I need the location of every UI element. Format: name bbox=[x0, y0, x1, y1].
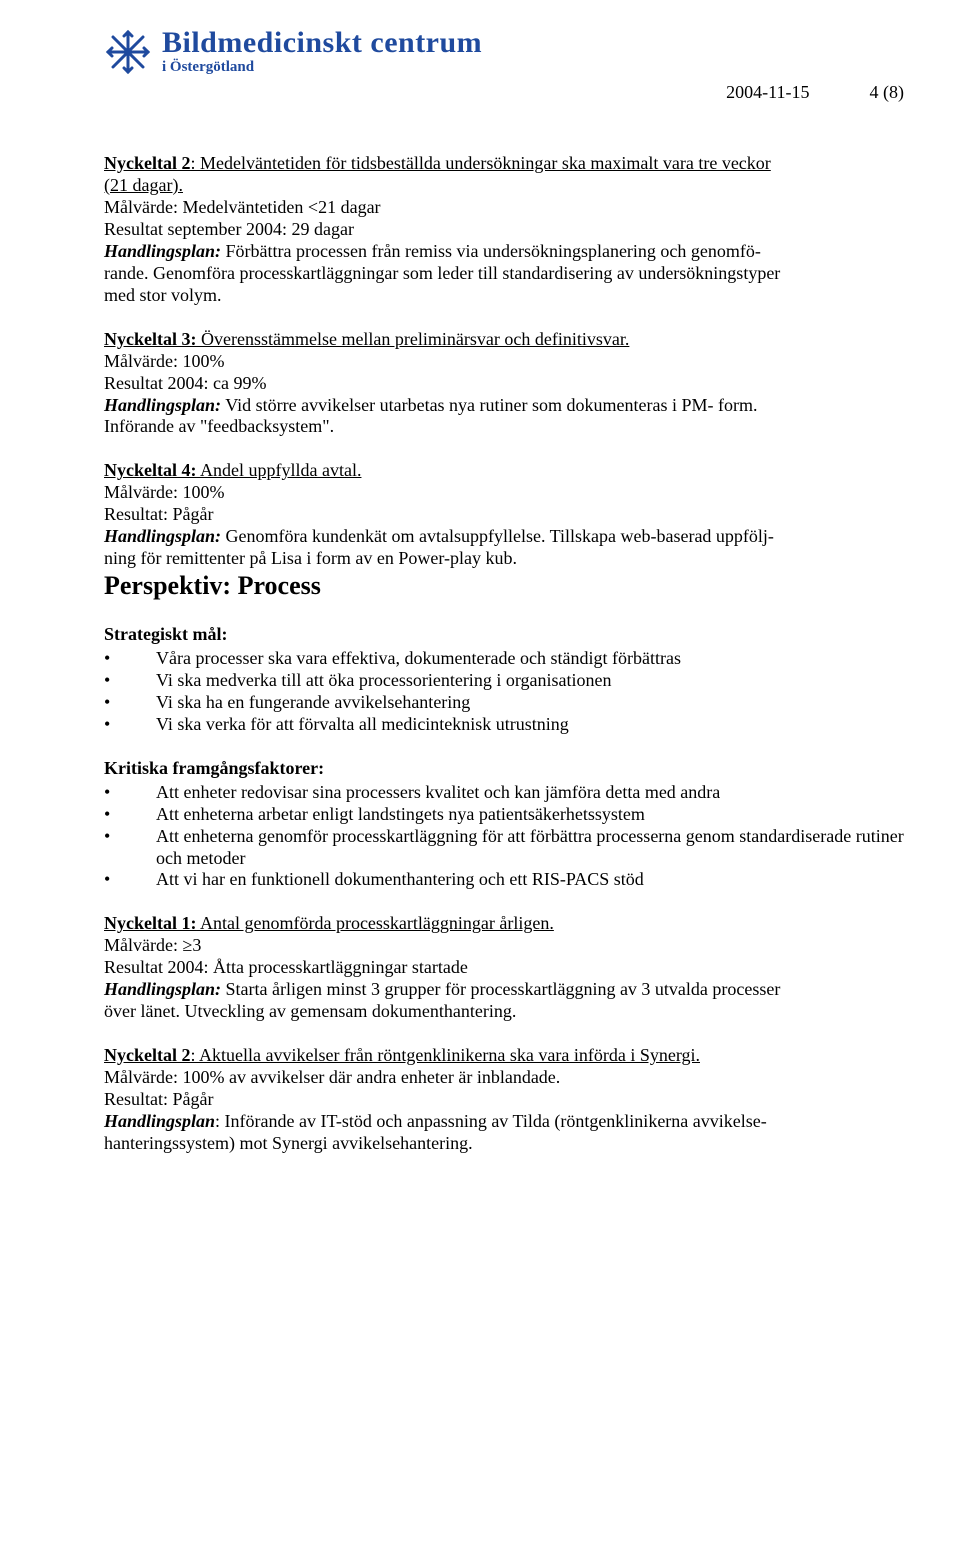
nyckeltal-2-resultat: Resultat september 2004: 29 dagar bbox=[104, 219, 904, 241]
nyckeltal-2-title-line2: (21 dagar). bbox=[104, 175, 904, 197]
nyckeltal-4-plan-line1: Handlingsplan: Genomföra kundenkät om av… bbox=[104, 526, 904, 548]
process-n1-plan-label: Handlingsplan: bbox=[104, 979, 221, 999]
process-n1-plan-rest1: Starta årligen minst 3 grupper för proce… bbox=[221, 979, 780, 999]
nyckeltal-3-title-rest: Överensstämmelse mellan preliminärsvar o… bbox=[196, 329, 629, 349]
doc-meta: 2004-11-15 4 (8) bbox=[726, 28, 904, 103]
list-item: Att enheter redovisar sina processers kv… bbox=[104, 782, 904, 804]
nyckeltal-3-resultat: Resultat 2004: ca 99% bbox=[104, 373, 904, 395]
process-n1-label: Nyckeltal 1: bbox=[104, 913, 196, 933]
nyckeltal-4-label: Nyckeltal 4: bbox=[104, 460, 196, 480]
process-n1-title: Nyckeltal 1: Antal genomförda processkar… bbox=[104, 913, 904, 935]
nyckeltal-2-malvarde: Målvärde: Medelväntetiden <21 dagar bbox=[104, 197, 904, 219]
nyckeltal-2-plan-line2: rande. Genomföra processkartläggningar s… bbox=[104, 263, 904, 285]
nyckeltal-3-plan-label: Handlingsplan: bbox=[104, 395, 221, 415]
nyckeltal-4-plan-rest1: Genomföra kundenkät om avtalsuppfyllelse… bbox=[221, 526, 774, 546]
nyckeltal-2-plan-rest1: Förbättra processen från remiss via unde… bbox=[221, 241, 761, 261]
nyckeltal-3-plan-line1: Handlingsplan: Vid större avvikelser uta… bbox=[104, 395, 904, 417]
nyckeltal-4-title-rest: Andel uppfyllda avtal. bbox=[196, 460, 361, 480]
process-n2-label: Nyckeltal 2 bbox=[104, 1045, 190, 1065]
process-n1-title-rest: Antal genomförda processkartläggningar å… bbox=[196, 913, 553, 933]
logo-block: Bildmedicinskt centrum i Östergötland bbox=[104, 28, 482, 81]
list-item: Att enheterna arbetar enligt landstinget… bbox=[104, 804, 904, 826]
process-n1-plan-line1: Handlingsplan: Starta årligen minst 3 gr… bbox=[104, 979, 904, 1001]
process-n1-resultat: Resultat 2004: Åtta processkartläggninga… bbox=[104, 957, 904, 979]
nyckeltal-2-title: Nyckeltal 2: Medelväntetiden för tidsbes… bbox=[104, 153, 904, 175]
strategiskt-label: Strategiskt mål: bbox=[104, 624, 904, 646]
nyckeltal-3-title: Nyckeltal 3: Överensstämmelse mellan pre… bbox=[104, 329, 904, 351]
nyckeltal-4-malvarde: Målvärde: 100% bbox=[104, 482, 904, 504]
document-page: Bildmedicinskt centrum i Östergötland 20… bbox=[0, 0, 960, 1545]
nyckeltal-2-plan-line1: Handlingsplan: Förbättra processen från … bbox=[104, 241, 904, 263]
list-item: Att vi har en funktionell dokumenthanter… bbox=[104, 869, 904, 891]
nyckeltal-4-plan-label: Handlingsplan: bbox=[104, 526, 221, 546]
process-n1-malvarde: Målvärde: ≥3 bbox=[104, 935, 904, 957]
perspektiv-heading: Perspektiv: Process bbox=[104, 570, 904, 602]
list-item: Vi ska ha en fungerande avvikelsehanteri… bbox=[104, 692, 904, 714]
process-n2-title: Nyckeltal 2: Aktuella avvikelser från rö… bbox=[104, 1045, 904, 1067]
logo-text: Bildmedicinskt centrum i Östergötland bbox=[162, 28, 482, 75]
nyckeltal-4-title: Nyckeltal 4: Andel uppfyllda avtal. bbox=[104, 460, 904, 482]
list-item: Vi ska verka för att förvalta all medici… bbox=[104, 714, 904, 736]
nyckeltal-2-plan-label: Handlingsplan: bbox=[104, 241, 221, 261]
process-n2-malvarde: Målvärde: 100% av avvikelser där andra e… bbox=[104, 1067, 904, 1089]
nyckeltal-3-malvarde: Målvärde: 100% bbox=[104, 351, 904, 373]
logo-subtitle: i Östergötland bbox=[162, 60, 482, 75]
nyckeltal-4-plan-line2: ning för remittenter på Lisa i form av e… bbox=[104, 548, 904, 570]
process-n2-title-rest: : Aktuella avvikelser från röntgenklinik… bbox=[190, 1045, 700, 1065]
nyckeltal-2-title-line2-text: (21 dagar). bbox=[104, 175, 183, 195]
process-n2-plan-line2: hanteringssystem) mot Synergi avvikelseh… bbox=[104, 1133, 904, 1155]
doc-date: 2004-11-15 bbox=[726, 82, 809, 103]
kritiska-list: Att enheter redovisar sina processers kv… bbox=[104, 782, 904, 892]
nyckeltal-3-plan-rest1: Vid större avvikelser utarbetas nya ruti… bbox=[221, 395, 757, 415]
document-body: Nyckeltal 2: Medelväntetiden för tidsbes… bbox=[104, 153, 904, 1155]
nyckeltal-2-plan-line3: med stor volym. bbox=[104, 285, 904, 307]
nyckeltal-2-label: Nyckeltal 2 bbox=[104, 153, 190, 173]
process-n2-plan-line1: Handlingsplan: Införande av IT-stöd och … bbox=[104, 1111, 904, 1133]
page-header: Bildmedicinskt centrum i Östergötland 20… bbox=[104, 28, 904, 103]
list-item: Att enheterna genomför processkartläggni… bbox=[104, 826, 904, 870]
snowflake-icon bbox=[104, 28, 152, 81]
process-n2-plan-label: Handlingsplan bbox=[104, 1111, 215, 1131]
kritiska-label: Kritiska framgångsfaktorer: bbox=[104, 758, 904, 780]
nyckeltal-3-plan-line2: Införande av "feedbacksystem". bbox=[104, 416, 904, 438]
process-n2-plan-rest1: : Införande av IT-stöd och anpassning av… bbox=[215, 1111, 767, 1131]
nyckeltal-2-title-rest: : Medelväntetiden för tidsbeställda unde… bbox=[190, 153, 770, 173]
nyckeltal-3-label: Nyckeltal 3: bbox=[104, 329, 196, 349]
nyckeltal-4-resultat: Resultat: Pågår bbox=[104, 504, 904, 526]
page-number: 4 (8) bbox=[870, 82, 905, 103]
process-n2-resultat: Resultat: Pågår bbox=[104, 1089, 904, 1111]
list-item: Våra processer ska vara effektiva, dokum… bbox=[104, 648, 904, 670]
process-n1-plan-line2: över länet. Utveckling av gemensam dokum… bbox=[104, 1001, 904, 1023]
logo-title: Bildmedicinskt centrum bbox=[162, 28, 482, 58]
list-item: Vi ska medverka till att öka processorie… bbox=[104, 670, 904, 692]
strategiskt-list: Våra processer ska vara effektiva, dokum… bbox=[104, 648, 904, 736]
